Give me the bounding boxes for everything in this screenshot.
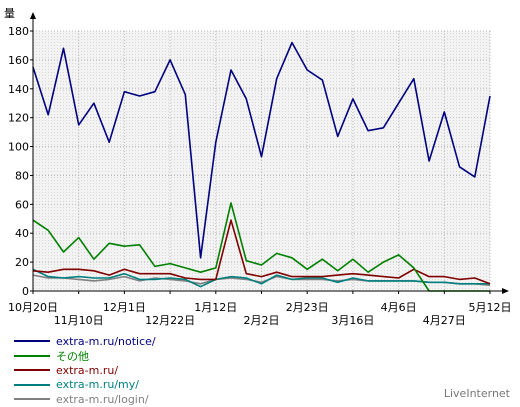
axes [30,12,509,294]
x-tick-label: 12月1日 [103,301,146,314]
series-layer [32,41,491,292]
legend-item: その他 [14,349,156,364]
x-tick-label: 4月27日 [423,314,466,327]
legend-swatch [14,354,50,357]
legend-label: extra-m.ru/login/ [56,392,149,406]
legend-swatch [14,383,50,386]
legend: extra-m.ru/notice/その他 extra-m.ru/extra-m.… [14,334,156,407]
legend-item: extra-m.ru/my/ [14,378,156,393]
x-tick-label: 11月10日 [54,314,104,327]
y-tick-label: 40 [15,227,29,240]
legend-item: extra-m.ru/login/ [14,392,156,407]
x-tick-label: 4月6日 [381,301,417,314]
y-axis-label: 量 [4,7,15,20]
legend-label: extra-m.ru/my/ [56,378,139,392]
legend-label: その他 [56,349,89,363]
legend-swatch [14,369,50,372]
legend-label: extra-m.ru/ [56,363,119,377]
legend-item: extra-m.ru/ [14,363,156,378]
legend-label: extra-m.ru/notice/ [56,334,156,348]
x-axis-arrow [502,288,509,294]
x-tick-label: 2月23日 [286,301,329,314]
y-tick-label: 140 [8,83,29,96]
y-tick-label: 80 [15,169,29,182]
series-line-extra-m-ru-my [32,268,490,288]
series-line-other [32,202,490,292]
legend-item: extra-m.ru/notice/ [14,334,156,349]
x-tick-label: 2月2日 [244,314,280,327]
x-tick-label: 5月12日 [469,301,512,314]
y-tick-label: 180 [8,25,29,38]
y-tick-labels: 0 20 40 60 80 100 120 140 160 180 [8,25,29,298]
y-axis-arrow [30,12,36,19]
series-line-extra-m-ru-notice [32,41,491,259]
legend-swatch [14,340,50,343]
y-tick-label: 20 [15,256,29,269]
x-tick-label: 12月22日 [145,314,195,327]
x-tick-label: 3月16日 [331,314,374,327]
y-tick-label: 120 [8,112,29,125]
grid-lines [32,30,491,291]
y-tick-label: 0 [22,285,29,298]
x-tick-label: 10月20日 [8,301,58,314]
y-tick-label: 160 [8,54,29,67]
y-tick-label: 60 [15,198,29,211]
y-tick-label: 100 [8,141,29,154]
x-tick-label: 1月12日 [194,301,237,314]
legend-swatch [14,398,50,401]
credit-label: LiveInternet [443,387,510,400]
